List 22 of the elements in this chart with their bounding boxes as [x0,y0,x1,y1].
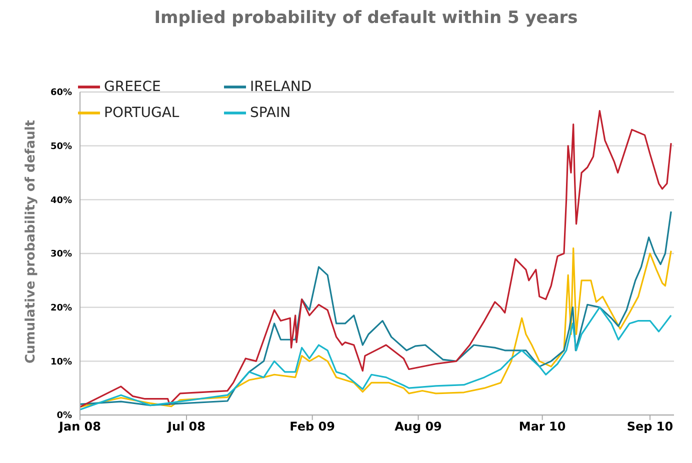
y-tick-label: 60% [50,88,72,98]
y-tick-label: 10% [50,357,72,368]
y-tick-label: 30% [50,250,72,260]
x-tick-label: Mar 10 [518,420,566,434]
x-tick-label: Sep 10 [626,420,674,434]
chart-title: Implied probability of default within 5 years [153,8,579,30]
x-tick-label: Jan 08 [58,420,101,434]
x-tick-label: Aug 09 [394,420,442,434]
y-tick-label: 0% [56,411,72,422]
x-tick-label: Feb 09 [290,420,335,434]
y-axis-title: Cumulative probability of default [24,120,39,364]
line-series [80,247,672,408]
line-series [80,210,672,406]
legend-label: SPAIN [250,104,292,123]
legend-label: PORTUGAL [104,104,180,123]
y-tick-label: 20% [50,304,72,314]
y-tick-label: 50% [50,142,72,152]
line-series [80,306,672,410]
legend-label: IRELAND [250,78,313,97]
x-tick-label: Jul 08 [166,420,206,434]
y-tick-label: 40% [50,196,72,206]
legend-label: GREECE [104,78,162,97]
